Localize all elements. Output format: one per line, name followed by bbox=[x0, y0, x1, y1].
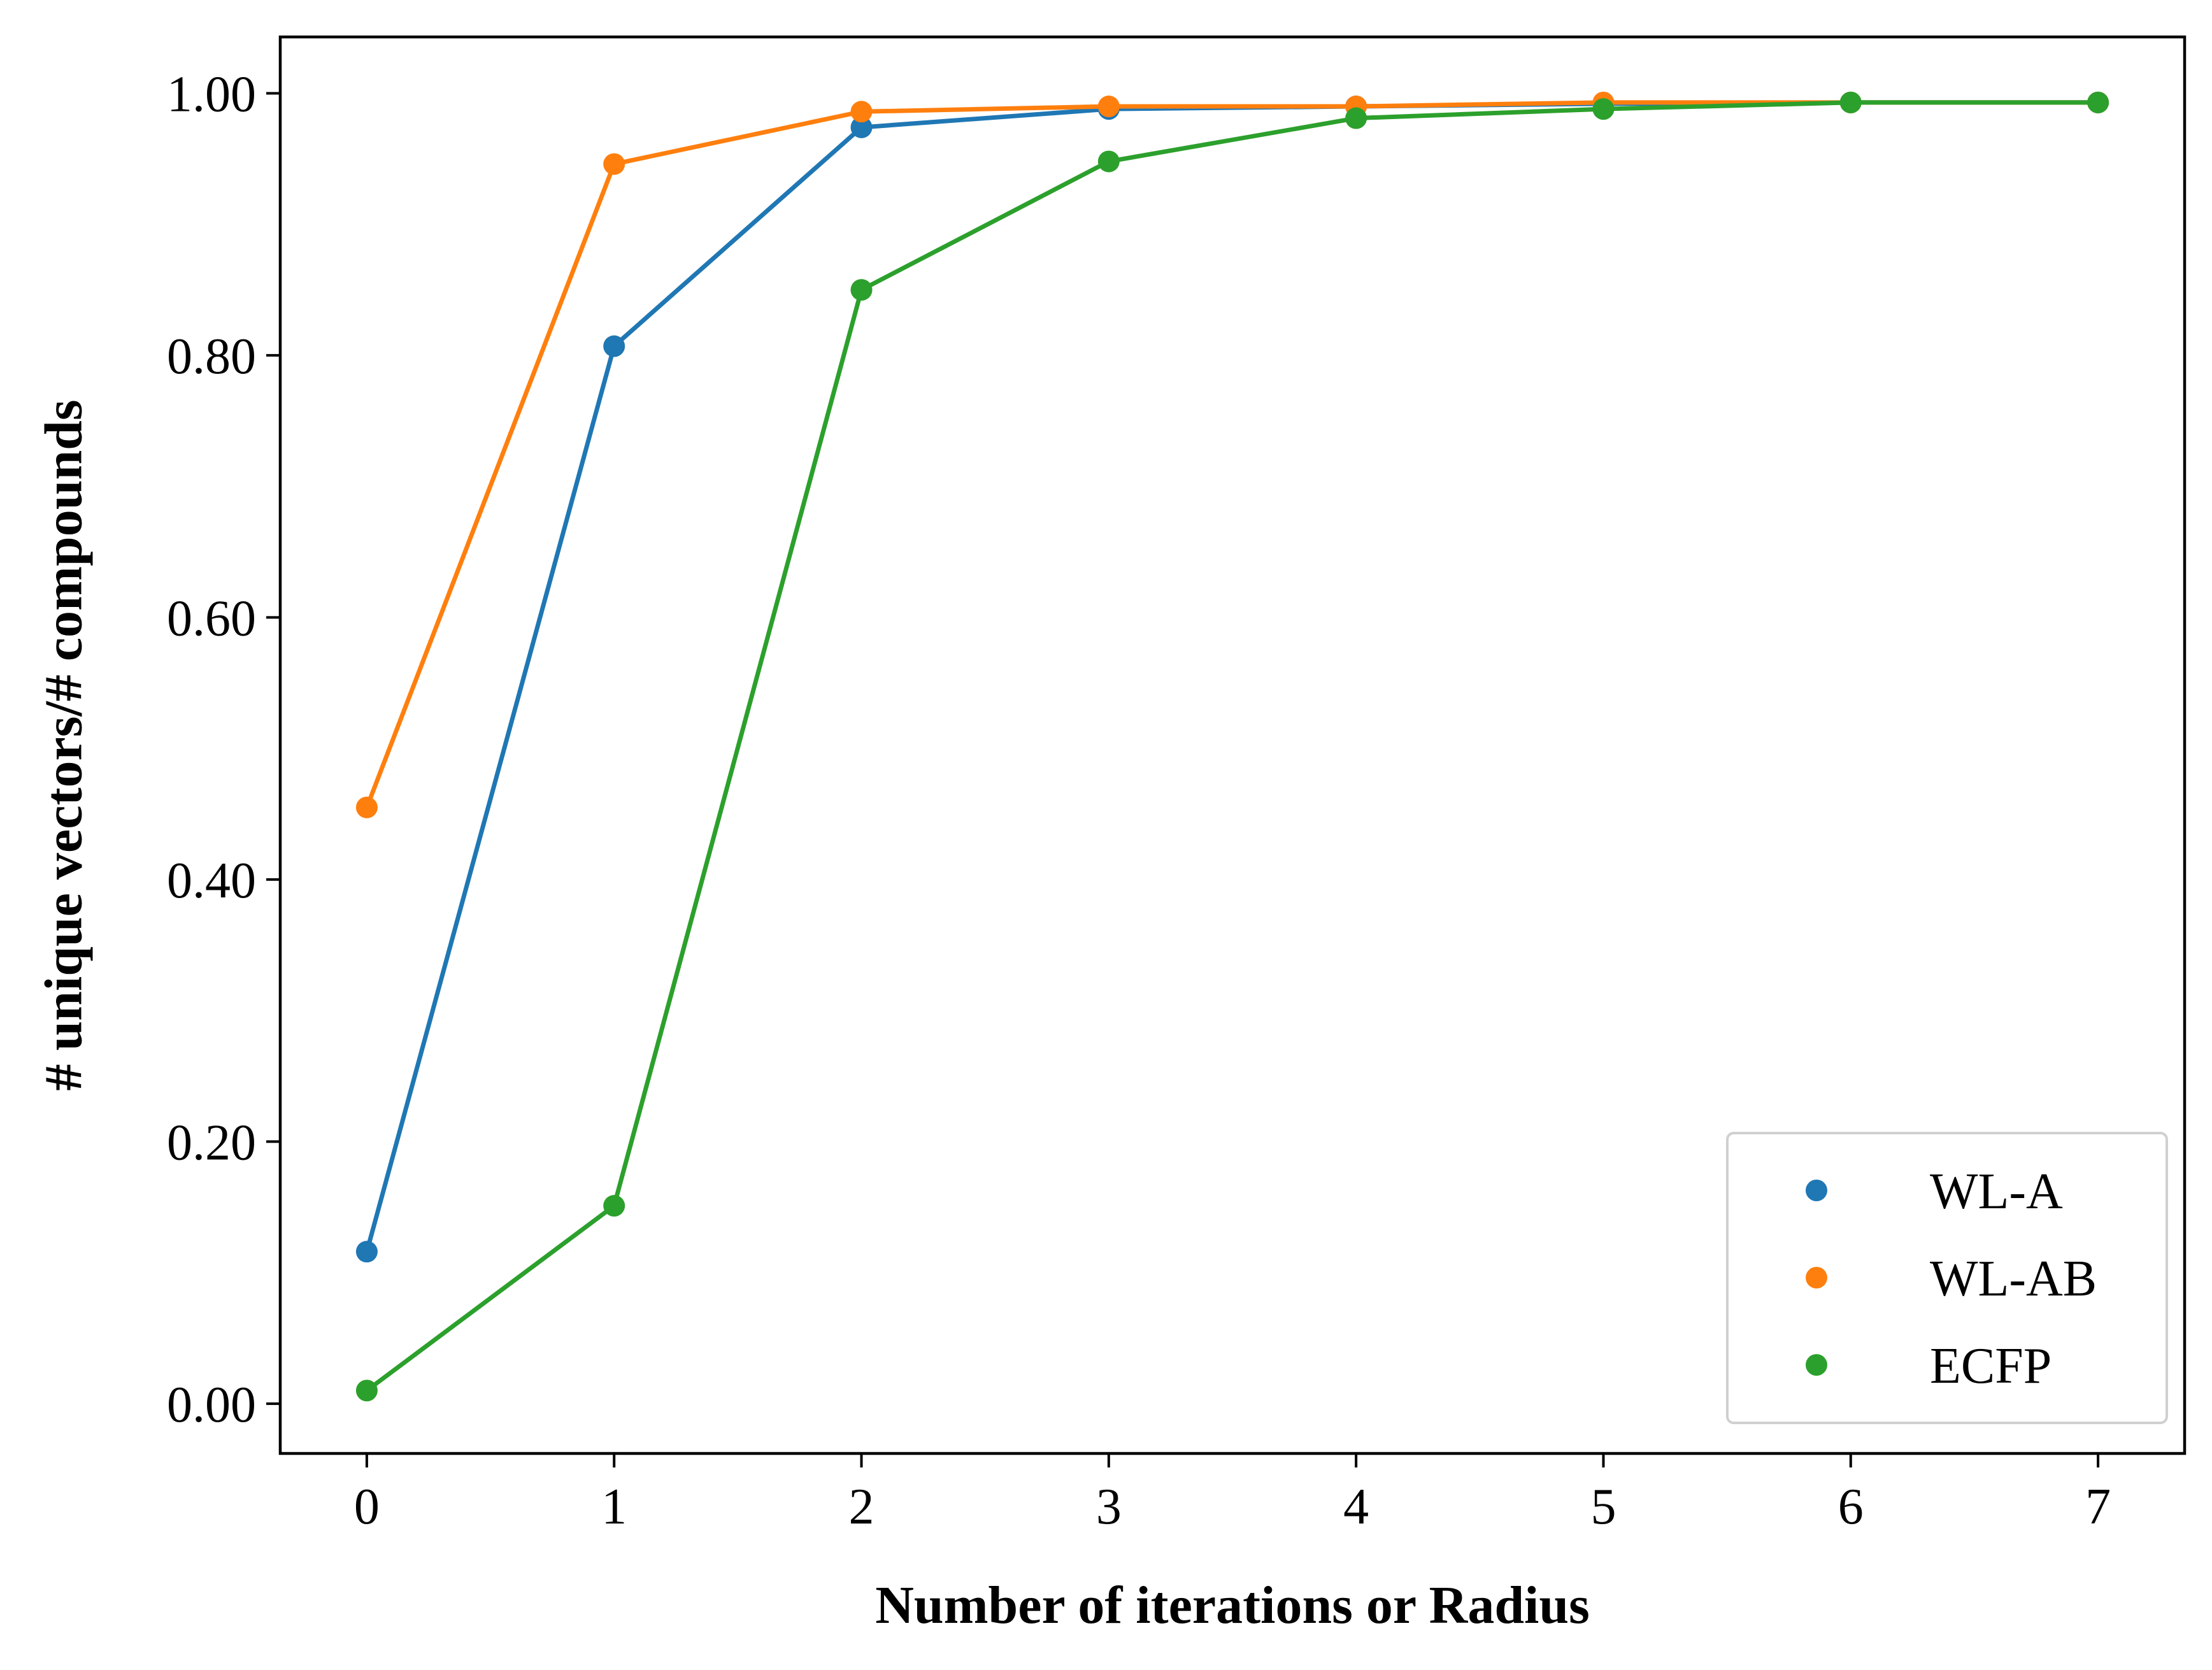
legend-marker bbox=[1806, 1267, 1827, 1288]
series-line bbox=[364, 100, 2101, 1393]
x-tick-label: 6 bbox=[1838, 1479, 1864, 1535]
y-axis-title: # unique vectors/# compounds bbox=[34, 399, 93, 1090]
x-tick-label: 4 bbox=[1343, 1479, 1369, 1535]
data-point bbox=[1592, 98, 1615, 120]
data-point bbox=[603, 1195, 625, 1217]
x-tick-label: 0 bbox=[354, 1479, 380, 1535]
legend-label: WL-AB bbox=[1930, 1251, 2097, 1307]
x-tick-label: 2 bbox=[849, 1479, 874, 1535]
data-point bbox=[850, 279, 873, 301]
x-axis: 0 1 2 3 4 5 6 7 bbox=[354, 1453, 2111, 1535]
data-point bbox=[1097, 96, 1120, 118]
x-tick-label: 7 bbox=[2085, 1479, 2111, 1535]
data-point bbox=[355, 1241, 378, 1263]
data-point bbox=[355, 1380, 378, 1402]
legend-marker bbox=[1806, 1180, 1827, 1201]
legend-marker bbox=[1806, 1354, 1827, 1376]
series-layer bbox=[355, 91, 2109, 1402]
legend-label: WL-A bbox=[1930, 1164, 2063, 1220]
data-point bbox=[603, 335, 625, 357]
x-tick-label: 5 bbox=[1590, 1479, 1616, 1535]
data-point bbox=[2087, 91, 2109, 113]
data-point bbox=[603, 153, 625, 175]
data-point bbox=[1345, 107, 1367, 129]
y-tick-label: 0.20 bbox=[167, 1115, 256, 1171]
y-axis: 0.00 0.20 0.40 0.60 0.80 1.00 bbox=[167, 66, 280, 1433]
legend: WL-A WL-AB ECFP bbox=[1726, 1132, 2168, 1424]
y-tick-label: 0.60 bbox=[167, 590, 256, 646]
data-point bbox=[850, 101, 873, 123]
data-point bbox=[1839, 91, 1862, 113]
y-tick-label: 0.00 bbox=[167, 1377, 256, 1433]
data-point bbox=[850, 116, 873, 138]
y-tick-label: 0.80 bbox=[167, 329, 256, 385]
plot-frame bbox=[278, 35, 2187, 1455]
x-tick-label: 1 bbox=[601, 1479, 627, 1535]
data-point bbox=[1097, 150, 1120, 173]
data-point bbox=[355, 796, 378, 818]
x-tick-label: 3 bbox=[1096, 1479, 1122, 1535]
legend-box bbox=[1726, 1132, 2168, 1424]
y-tick-label: 0.40 bbox=[167, 853, 256, 909]
series-ecfp bbox=[355, 91, 2109, 1402]
legend-label: ECFP bbox=[1930, 1338, 2051, 1394]
y-tick-label: 1.00 bbox=[167, 66, 256, 122]
x-axis-title: Number of iterations or Radius bbox=[875, 1576, 1590, 1635]
